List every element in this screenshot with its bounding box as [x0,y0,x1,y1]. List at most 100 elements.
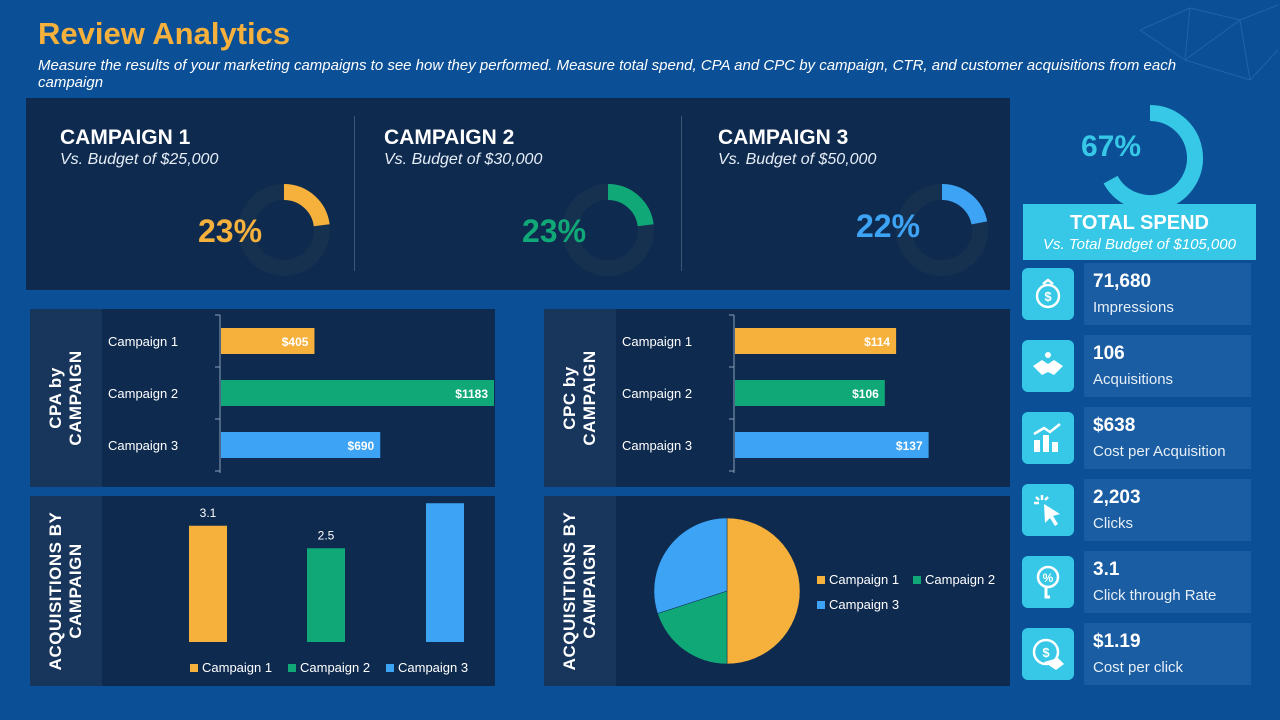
campaign-donut [238,184,330,276]
campaign-budget: Vs. Budget of $30,000 [384,151,543,168]
bar [735,328,897,354]
divider [681,116,682,271]
bar [735,380,885,406]
coin-hand-icon: $ [1022,628,1074,680]
stat-value: 71,680 [1093,271,1152,292]
legend-swatch [817,601,825,609]
bar [221,432,381,458]
legend-swatch [817,576,825,584]
stat-value: $638 [1093,415,1136,436]
stat-value: 106 [1093,343,1125,364]
cpa-bar-chart: Campaign 1 $405 Campaign 2 $1183 Campaign 3 $… [108,314,494,473]
chart-side-label: ACQUISITIONS BY CAMPAIGN [544,496,616,686]
category-label: Campaign 1 [622,334,692,349]
stat-label: Acquisitions [1093,371,1174,388]
category-label: Campaign 2 [108,386,178,401]
divider [354,116,355,271]
legend-swatch [913,576,921,584]
acquisitions-pie-panel: ACQUISITIONS BY CAMPAIGN Campaign 1 Campai… [544,496,1010,686]
total-spend-title: TOTAL SPEND [1070,212,1209,234]
campaign-donut [562,184,654,276]
acquisitions-bar-chart: 3.1 2.5 3.7 Campaign 1 Campaign 2 Campaign 3 [189,496,468,675]
campaign-donut [896,184,988,276]
pie-slice [653,517,728,614]
campaign-budget: Vs. Budget of $50,000 [718,151,877,168]
campaign-name: CAMPAIGN 1 [60,126,191,149]
legend-label: Campaign 2 [925,572,995,587]
cpc-bar-chart: Campaign 1 $114 Campaign 2 $106 Campaign 3 $1… [622,314,929,473]
data-label: $137 [896,439,923,453]
legend-swatch [288,664,296,672]
money-bag-icon: $ [1022,268,1074,320]
stat-label: Click through Rate [1093,587,1217,604]
data-label: $690 [348,439,375,453]
data-label: $106 [852,387,879,401]
stat-card: 71,680 Impressions [1084,263,1251,325]
campaign-name: CAMPAIGN 2 [384,126,515,149]
stat-card: $1.19 Cost per click [1084,623,1251,685]
campaign-budget: Vs. Budget of $25,000 [60,151,219,168]
total-spend-box: TOTAL SPEND Vs. Total Budget of $105,000 [1023,204,1256,260]
legend-label: Campaign 2 [300,660,370,675]
cpc-chart-title: CPC by CAMPAIGN [560,350,599,446]
stat-label: Cost per click [1093,659,1184,676]
stat-value: $1.19 [1093,631,1141,652]
acquisitions-pie-chart: Campaign 1 Campaign 2 Campaign 3 [653,517,995,665]
growth-chart-icon [1022,412,1074,464]
bar [426,503,464,642]
network-decoration [1139,4,1279,81]
total-spend-subtitle: Vs. Total Budget of $105,000 [1043,236,1236,253]
stat-label: Clicks [1093,515,1133,532]
cpa-chart-panel: CPA by CAMPAIGN Campaign 1 $405 Campaign 2 $… [30,309,495,487]
legend-swatch [190,664,198,672]
campaign-percent: 23% [198,213,263,249]
campaign-percent: 22% [856,208,921,244]
data-label: 2.5 [318,528,335,542]
stat-card: 3.1 Click through Rate [1084,551,1251,613]
page-subtitle: Measure the results of your marketing ca… [38,57,1177,91]
chart-side-label: ACQUISITIONS BY CAMPAIGN [30,496,102,686]
campaign-card-1: CAMPAIGN 1 Vs. Budget of $25,000 23% [60,98,350,290]
handshake-icon [1022,340,1074,392]
legend-label: Campaign 3 [829,597,899,612]
data-label: $1183 [455,387,488,401]
page-title: Review Analytics [38,16,291,51]
legend-label: Campaign 1 [202,660,272,675]
stat-card: $638 Cost per Acquisition [1084,407,1251,469]
total-spend-percent: 67% [1081,130,1142,163]
data-label: 3.1 [200,506,217,520]
campaign-name: CAMPAIGN 3 [718,126,849,149]
legend-swatch [386,664,394,672]
svg-text:$: $ [1044,289,1052,304]
data-label: $405 [282,335,309,349]
legend-label: Campaign 3 [398,660,468,675]
bar [735,432,929,458]
stat-label: Impressions [1093,299,1174,316]
donut-arc [607,184,654,227]
cpa-chart-title: CPA by CAMPAIGN [46,350,85,446]
chart-side-label: CPC by CAMPAIGN [544,309,616,487]
legend-label: Campaign 1 [829,572,899,587]
pie-slice [657,590,728,665]
campaign-card-3: CAMPAIGN 3 Vs. Budget of $50,000 22% [718,98,1008,290]
bar [221,328,315,354]
total-spend-donut [1097,105,1203,211]
donut-arc [283,184,330,227]
bar [221,380,494,406]
stat-value: 3.1 [1093,559,1120,580]
svg-text:%: % [1043,571,1054,585]
donut-arc [1103,105,1203,211]
acquisitions-pie-title: ACQUISITIONS BY CAMPAIGN [560,511,599,671]
pie-slice [726,517,801,665]
data-label: $114 [864,335,890,349]
stat-card: 106 Acquisitions [1084,335,1251,397]
category-label: Campaign 1 [108,334,178,349]
data-label: 3.7 [437,496,454,497]
category-label: Campaign 3 [108,438,178,453]
cursor-click-icon [1022,484,1074,536]
acquisitions-bar-title: ACQUISITIONS BY CAMPAIGN [46,511,85,671]
campaign-budget-panel: CAMPAIGN 1 Vs. Budget of $25,000 23% CAM… [26,98,1010,290]
donut-arc [941,184,988,225]
cpc-chart-panel: CPC by CAMPAIGN Campaign 1 $114 Campaign 2 $… [544,309,1010,487]
